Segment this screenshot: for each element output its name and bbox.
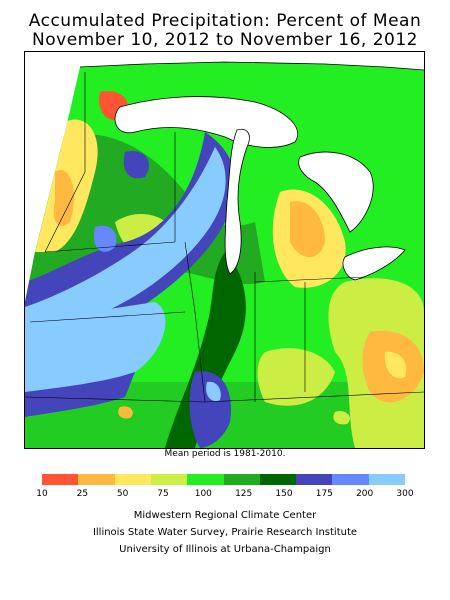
legend-swatch bbox=[223, 474, 261, 485]
legend-tick-label: 300 bbox=[396, 489, 414, 499]
mean-period-note: Mean period is 1981-2010. bbox=[164, 449, 286, 459]
lake-michigan bbox=[224, 128, 250, 275]
legend-swatch bbox=[78, 474, 116, 485]
state-boundaries bbox=[25, 72, 424, 403]
map-canvas bbox=[25, 52, 424, 448]
legend-swatch bbox=[150, 474, 188, 485]
legend-tick-label: 75 bbox=[157, 489, 169, 499]
legend-tick-label: 150 bbox=[275, 489, 293, 499]
legend-tick-label: 125 bbox=[235, 489, 253, 499]
map-title-line1: Accumulated Precipitation: Percent of Me… bbox=[28, 11, 422, 31]
legend-tick-label: 175 bbox=[315, 489, 333, 499]
map-title-line2: November 10, 2012 to November 16, 2012 bbox=[32, 30, 418, 50]
legend-swatch bbox=[332, 474, 370, 485]
legend-tick-label: 200 bbox=[356, 489, 374, 499]
legend-swatch bbox=[42, 474, 79, 485]
credit-uiuc: University of Illinois at Urbana-Champai… bbox=[119, 544, 331, 555]
legend-tick-label: 25 bbox=[76, 489, 89, 499]
legend-tick-label: 10 bbox=[36, 489, 48, 499]
legend-swatch bbox=[259, 474, 297, 485]
precipitation-map bbox=[24, 51, 425, 449]
credit-isws: Illinois State Water Survey, Prairie Res… bbox=[92, 527, 358, 538]
color-legend bbox=[42, 474, 406, 485]
lake-erie bbox=[342, 246, 406, 281]
credit-mrcc: Midwestern Regional Climate Center bbox=[133, 510, 317, 521]
lake-huron bbox=[298, 151, 374, 233]
legend-swatch bbox=[187, 474, 224, 485]
lake-superior bbox=[114, 96, 298, 148]
legend-tick-label: 50 bbox=[116, 489, 129, 499]
legend-swatch bbox=[114, 474, 152, 485]
region-outline bbox=[79, 61, 424, 71]
legend-tick-label: 100 bbox=[194, 489, 212, 499]
legend-swatch bbox=[296, 474, 333, 485]
legend-swatch bbox=[368, 474, 406, 485]
